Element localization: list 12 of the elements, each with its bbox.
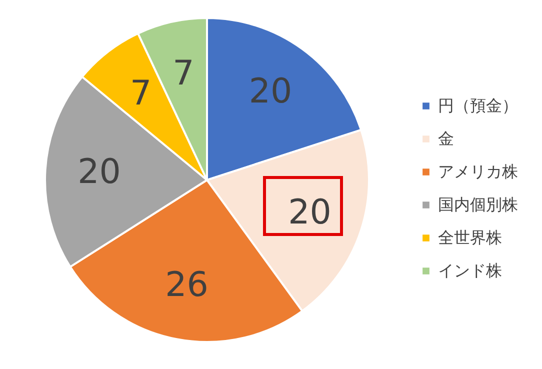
legend-label: アメリカ株 (438, 162, 518, 181)
legend-label: 全世界株 (438, 228, 502, 247)
data-label: 7 (172, 54, 194, 94)
data-label: 20 (288, 192, 332, 232)
data-label: 26 (165, 265, 208, 306)
legend-label: 国内個別株 (438, 195, 518, 214)
legend-label: インド株 (438, 261, 502, 280)
data-label: 20 (78, 152, 121, 192)
data-label: 7 (130, 74, 152, 114)
data-label: 20 (248, 72, 292, 112)
legend-label: 金 (438, 129, 454, 148)
legend-label: 円（預金） (438, 96, 518, 115)
